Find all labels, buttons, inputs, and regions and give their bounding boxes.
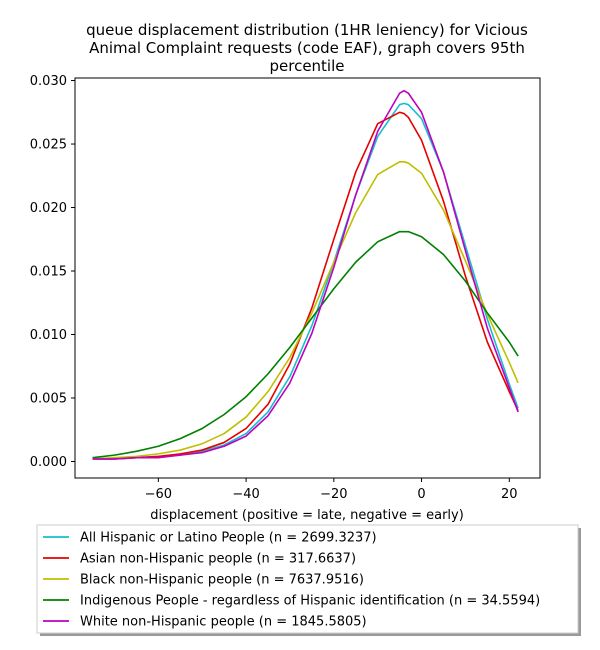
x-tick-label: −20 xyxy=(320,487,347,502)
x-axis: −60 −40 −20 0 20 xyxy=(145,478,518,502)
x-tick-label: −60 xyxy=(145,487,172,502)
y-tick-label: 0.000 xyxy=(30,455,67,470)
series-line-1 xyxy=(92,111,519,460)
y-tick-label: 0.030 xyxy=(30,74,67,89)
y-tick-label: 0.010 xyxy=(30,328,67,343)
x-axis-label: displacement (positive = late, negative … xyxy=(150,508,464,523)
y-axis: 0.000 0.005 0.010 0.015 0.020 0.025 0.030 xyxy=(30,74,75,470)
series-line-3 xyxy=(92,230,519,459)
chart-title-line-3: percentile xyxy=(269,57,344,75)
legend-box xyxy=(36,524,579,634)
x-tick-label: −40 xyxy=(232,487,259,502)
legend-entry-3: Indigenous People - regardless of Hispan… xyxy=(80,594,540,609)
plot-area-frame xyxy=(74,77,541,479)
series-line-0 xyxy=(92,102,519,460)
chart-title-line-2: Animal Complaint requests (code EAF), gr… xyxy=(89,39,525,57)
series-line-4 xyxy=(92,89,519,460)
y-tick-label: 0.025 xyxy=(30,138,67,153)
y-tick-label: 0.005 xyxy=(30,392,67,407)
chart-title-line-1: queue displacement distribution (1HR len… xyxy=(86,21,528,39)
y-tick-label: 0.015 xyxy=(30,265,67,280)
y-tick-label: 0.020 xyxy=(30,201,67,216)
series-lines xyxy=(92,89,519,460)
legend-entry-1: Asian non-Hispanic people (n = 317.6637) xyxy=(80,552,356,567)
series-line-2 xyxy=(92,161,519,460)
legend-entry-4: White non-Hispanic people (n = 1845.5805… xyxy=(80,615,367,630)
legend: All Hispanic or Latino People (n = 2699.… xyxy=(36,524,581,636)
chart-title: queue displacement distribution (1HR len… xyxy=(86,21,528,75)
legend-entry-0: All Hispanic or Latino People (n = 2699.… xyxy=(80,531,377,546)
legend-entry-2: Black non-Hispanic people (n = 7637.9516… xyxy=(80,573,364,588)
x-tick-label: 20 xyxy=(501,487,518,502)
x-tick-label: 0 xyxy=(417,487,425,502)
